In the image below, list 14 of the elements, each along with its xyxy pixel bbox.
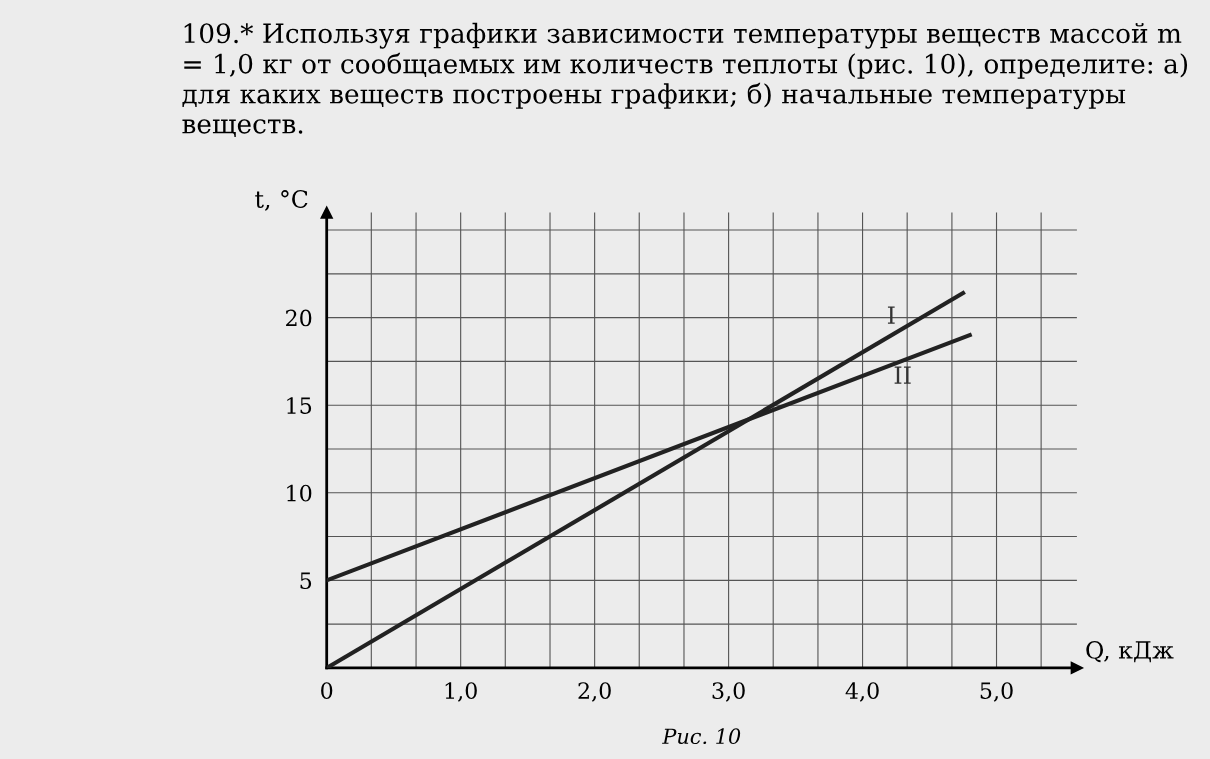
y-tick-label: 5 bbox=[300, 572, 312, 590]
chart-title: 109.* Используя графики зависимости температуры веществ массой m = 1,0 кг от сообщаемых им количеств теплоты (рис. 10), определите: а) для каких веществ построены графики; б) начальные температуры веществ. bbox=[182, 22, 1188, 137]
x-tick-label: 0 bbox=[321, 682, 333, 700]
x-tick-label: 4,0 bbox=[845, 682, 879, 702]
x-tick-label: 2,0 bbox=[578, 682, 611, 702]
x-axis-title: Q, кДж bbox=[1086, 641, 1174, 663]
y-axis-title: t, °C bbox=[255, 190, 308, 211]
y-tick-label: 10 bbox=[287, 484, 312, 502]
text: Рис. 10 bbox=[662, 728, 741, 745]
y-tick-label: 20 bbox=[286, 309, 312, 327]
y-tick-label: 15 bbox=[287, 397, 312, 414]
x-tick-label: 3,0 bbox=[712, 682, 745, 702]
x-tick-label: 5,0 bbox=[980, 682, 1013, 702]
x-tick-label: 1,0 bbox=[445, 682, 477, 702]
